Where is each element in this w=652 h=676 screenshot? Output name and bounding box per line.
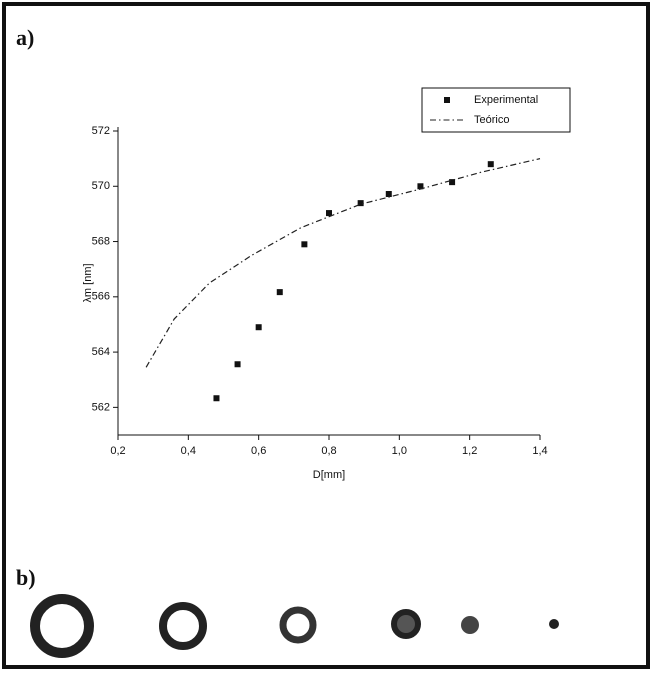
legend-marker [444, 97, 450, 103]
data-point [386, 191, 392, 197]
data-point [235, 361, 241, 367]
data-point [213, 395, 219, 401]
x-tick-label: 1,2 [462, 445, 477, 457]
panel-label: b) [16, 565, 36, 590]
data-point [326, 210, 332, 216]
data-point [256, 324, 262, 330]
x-tick-label: 1,4 [532, 445, 547, 457]
data-point [277, 289, 283, 295]
panel-label: a) [16, 25, 34, 50]
x-tick-label: 0,6 [251, 445, 266, 457]
y-tick-label: 564 [92, 346, 110, 358]
x-tick-label: 0,2 [110, 445, 125, 457]
legend-label: Experimental [474, 94, 538, 106]
x-tick-label: 1,0 [392, 445, 407, 457]
data-point [488, 161, 494, 167]
figure: a) b) 562 564 566 568 570 572 0,2 0,4 0,6 0,8 1,0 1… [0, 0, 652, 671]
y-axis-label: λm [nm] [82, 263, 94, 302]
x-tick-label: 0,8 [321, 445, 336, 457]
y-tick-label: 566 [92, 291, 110, 303]
y-tick-label: 570 [92, 180, 110, 192]
droplet [549, 619, 559, 629]
x-tick-label: 0,4 [181, 445, 196, 457]
y-tick-label: 572 [92, 125, 110, 137]
y-tick-label: 568 [92, 235, 110, 247]
x-axis-label: D[mm] [313, 469, 345, 481]
y-tick-label: 562 [92, 401, 110, 413]
droplet [394, 612, 418, 636]
data-point [301, 241, 307, 247]
legend-label: Teórico [474, 114, 509, 126]
droplet [461, 616, 479, 634]
